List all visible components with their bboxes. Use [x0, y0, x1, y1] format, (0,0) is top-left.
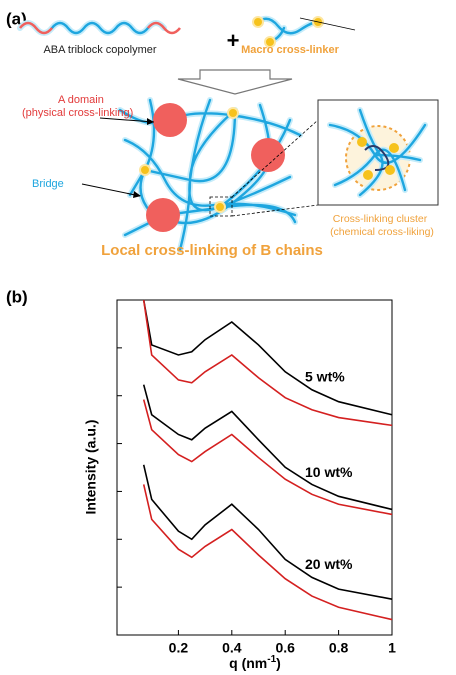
x-label-end: ) — [276, 655, 281, 671]
data-line — [144, 385, 392, 510]
x-tick-label: 1 — [388, 640, 396, 656]
cluster-label: Cross-linking cluster — [333, 213, 428, 225]
figure: (a) ABA triblock copolymer + Macro cross… — [0, 0, 456, 675]
crosslinker-label: Macro cross-linker — [241, 44, 340, 56]
caption: Local cross-linking of B chains — [101, 242, 323, 259]
a-domain-label: A domain — [58, 94, 104, 106]
data-line — [144, 484, 392, 619]
series-label: 5 wt% — [305, 369, 345, 385]
x-tick-label: 0.8 — [329, 640, 349, 656]
cluster-note: (chemical cross-liking) — [330, 226, 434, 238]
data-line — [144, 465, 392, 599]
bridge-label: Bridge — [32, 178, 64, 190]
a-domain-note: (physical cross-linking) — [22, 107, 133, 119]
triblock-chain — [20, 23, 180, 33]
x-tick-label: 0.4 — [222, 640, 242, 656]
series-label: 20 wt% — [305, 556, 353, 572]
inset — [318, 100, 438, 205]
arrow — [178, 70, 292, 94]
x-label-text: q (nm — [229, 655, 267, 671]
polymer-label: ABA triblock copolymer — [43, 44, 156, 56]
data-line — [144, 300, 392, 415]
x-tick-label: 0.6 — [275, 640, 295, 656]
data-line — [144, 400, 392, 515]
plus: + — [227, 28, 240, 53]
panel-label: (b) — [6, 287, 28, 306]
x-tick-label: 0.2 — [169, 640, 189, 656]
panel-a: (a) ABA triblock copolymer + Macro cross… — [6, 9, 438, 258]
series-label: 10 wt% — [305, 464, 353, 480]
x-axis-label: q (nm-1) — [229, 654, 281, 671]
y-axis-label: Intensity (a.u.) — [83, 420, 99, 515]
crosslinker — [253, 17, 355, 47]
data-line — [144, 300, 392, 425]
